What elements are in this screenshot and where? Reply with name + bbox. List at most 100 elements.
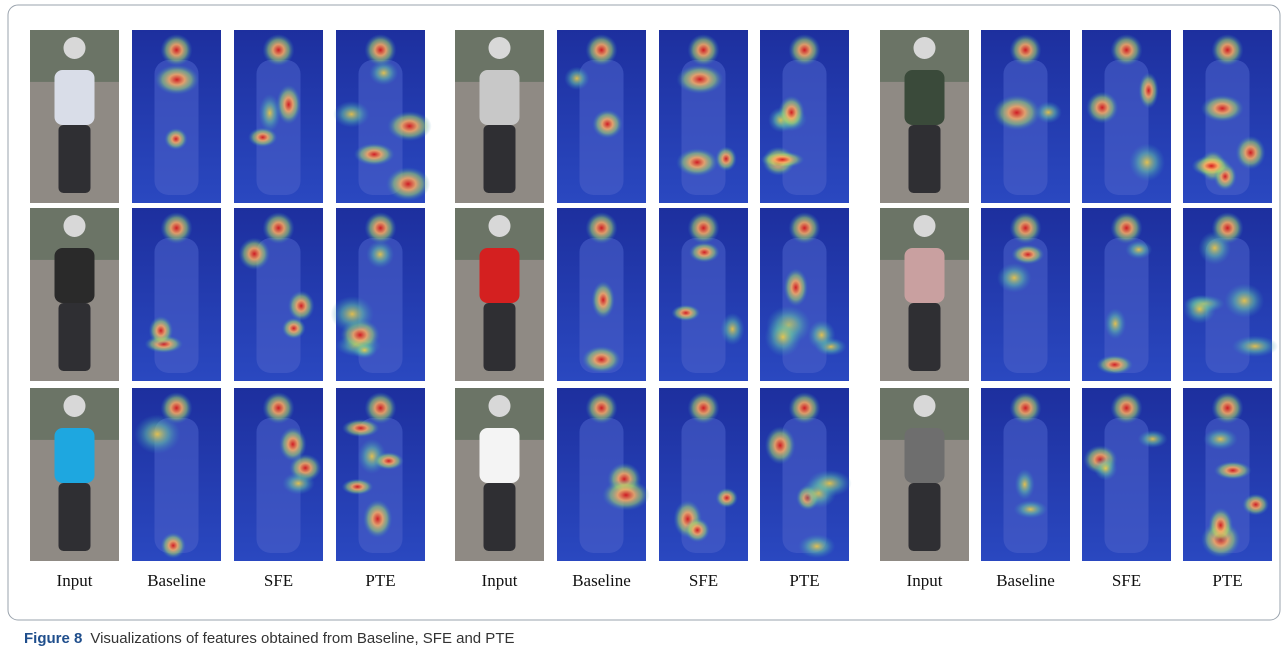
- heat-spot: [716, 488, 738, 508]
- heatmap-image: [331, 208, 425, 381]
- person-legs: [909, 125, 941, 193]
- face-mask: [489, 395, 511, 417]
- person-legs: [484, 125, 516, 193]
- heatmap-image: [981, 208, 1070, 381]
- person-legs: [59, 303, 91, 371]
- heat-spot: [161, 212, 193, 244]
- heatmap-image: [981, 30, 1070, 203]
- heat-spot: [342, 419, 379, 437]
- heatmap-image: [557, 208, 646, 381]
- column-label: Input: [482, 571, 518, 590]
- input-image: [30, 208, 119, 381]
- person-legs: [59, 125, 91, 193]
- face-mask: [489, 215, 511, 237]
- heat-spot: [1225, 284, 1265, 318]
- heat-spot: [586, 34, 618, 66]
- heat-spot: [1203, 428, 1238, 450]
- heat-spot: [1212, 34, 1244, 66]
- heat-spot: [602, 479, 650, 510]
- heatmap-image: [1183, 208, 1278, 381]
- face-mask: [914, 37, 936, 59]
- column-label: SFE: [264, 571, 293, 590]
- heat-spot: [288, 291, 315, 321]
- person-torso: [55, 248, 95, 303]
- heatmap-image: [659, 208, 748, 381]
- heatmap-image: [1183, 30, 1272, 203]
- person-torso: [480, 248, 520, 303]
- caption-text: Visualizations of features obtained from…: [90, 630, 514, 647]
- heatmap-image: [1082, 30, 1171, 203]
- heat-spot: [676, 65, 723, 94]
- heatmap-image: [132, 208, 221, 381]
- column-label: SFE: [689, 571, 718, 590]
- heat-spot: [586, 392, 618, 424]
- face-mask: [64, 395, 86, 417]
- heat-spot: [808, 320, 836, 350]
- face-mask: [914, 215, 936, 237]
- person-torso: [905, 428, 945, 483]
- heat-spot: [1010, 392, 1042, 424]
- heat-spot: [688, 392, 720, 424]
- person-legs: [484, 303, 516, 371]
- column-label: PTE: [365, 571, 395, 590]
- column-label: Baseline: [572, 571, 631, 590]
- heat-spot: [1111, 392, 1143, 424]
- heat-spot: [720, 313, 744, 345]
- heat-spot: [282, 472, 314, 494]
- heat-spot: [789, 34, 821, 66]
- heat-spot: [1139, 72, 1159, 108]
- column-label: PTE: [789, 571, 819, 590]
- heat-spot: [1232, 335, 1278, 356]
- heat-spot: [1015, 469, 1035, 500]
- heatmap-image: [333, 30, 431, 203]
- face-mask: [64, 37, 86, 59]
- heat-spot: [1094, 457, 1117, 481]
- face-mask: [914, 395, 936, 417]
- heatmap-image: [234, 30, 323, 203]
- heat-spot: [239, 238, 271, 270]
- heat-spot: [354, 143, 395, 165]
- input-image: [455, 30, 544, 203]
- heat-spot: [1111, 212, 1143, 244]
- heat-spot: [1129, 143, 1165, 181]
- column-label: Input: [907, 571, 943, 590]
- input-image: [880, 388, 969, 561]
- person-torso: [905, 70, 945, 125]
- heat-spot: [1014, 500, 1048, 518]
- heat-spot: [263, 34, 295, 66]
- heat-spot: [365, 212, 397, 244]
- heatmap-image: [234, 208, 323, 381]
- heat-spot: [1010, 34, 1042, 66]
- heat-spot: [765, 317, 801, 356]
- person-legs: [59, 483, 91, 551]
- heatmap-image: [659, 30, 748, 203]
- input-image: [455, 208, 544, 381]
- heat-spot: [374, 452, 404, 470]
- heat-spot: [1192, 156, 1231, 177]
- heat-spot: [1214, 461, 1252, 479]
- heat-spot: [715, 146, 736, 171]
- heat-spot: [591, 281, 614, 319]
- heat-spot: [1242, 494, 1269, 516]
- heatmap-image: [557, 388, 650, 561]
- heat-spot: [1212, 392, 1244, 424]
- heat-spot: [765, 426, 796, 464]
- heat-spot: [1184, 295, 1216, 324]
- heat-spot: [1096, 355, 1133, 374]
- heatmap-image: [132, 388, 221, 561]
- heatmap-image: [1183, 388, 1272, 561]
- heat-spot: [676, 148, 718, 176]
- person-torso: [55, 428, 95, 483]
- heat-spot: [164, 128, 187, 150]
- input-image: [30, 388, 119, 561]
- heatmap-image: [557, 30, 646, 203]
- face-mask: [64, 215, 86, 237]
- person-torso: [480, 428, 520, 483]
- heatmap-image: [659, 388, 748, 561]
- heat-spot: [1198, 231, 1231, 264]
- heat-spot: [997, 263, 1032, 293]
- heat-spot: [1011, 245, 1044, 265]
- heat-spot: [342, 479, 374, 495]
- heat-spot: [784, 268, 808, 306]
